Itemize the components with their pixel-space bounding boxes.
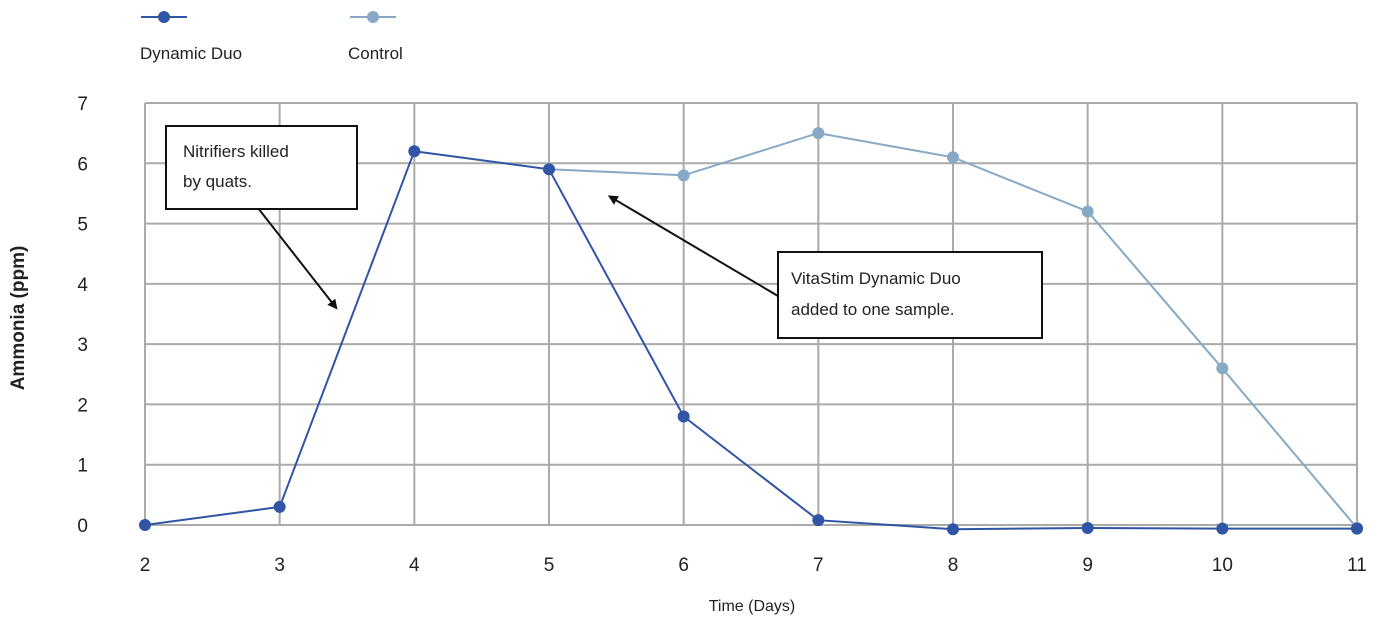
y-tick-label: 1 xyxy=(77,456,88,477)
legend-swatch-marker xyxy=(367,11,379,23)
annotation-box xyxy=(165,125,358,210)
legend-item: Control xyxy=(348,11,403,63)
x-tick-label: 9 xyxy=(1082,555,1093,576)
data-point xyxy=(543,163,555,176)
legend-label: Control xyxy=(348,44,403,63)
annotations: Nitrifiers killed by quats. VitaStim Dynam… xyxy=(165,125,1043,339)
x-tick-label: 4 xyxy=(409,555,420,576)
data-point xyxy=(139,519,151,531)
x-tick-label: 3 xyxy=(274,555,285,576)
annotation-box xyxy=(777,251,1043,339)
y-tick-label: 2 xyxy=(77,395,88,416)
series-dynamic-duo xyxy=(139,145,1363,536)
annotation-text: VitaStim Dynamic Duo xyxy=(791,269,961,288)
legend-swatch-marker xyxy=(158,11,170,23)
annotation: Nitrifiers killed by quats. xyxy=(165,125,358,310)
data-point xyxy=(1081,522,1094,535)
data-point xyxy=(273,500,286,513)
data-point xyxy=(1216,362,1229,375)
x-axis-label: Time (Days) xyxy=(709,598,796,615)
annotation-text: Nitrifiers killed xyxy=(183,142,289,161)
y-axis-label: Ammonia (ppm) xyxy=(8,246,29,391)
data-point xyxy=(947,523,959,536)
annotation-text: by quats. xyxy=(183,172,252,191)
x-tick-label: 2 xyxy=(140,555,151,576)
y-tick-label: 5 xyxy=(77,215,88,236)
x-tick-label: 11 xyxy=(1347,555,1367,576)
annotation-arrow xyxy=(607,195,779,297)
data-point xyxy=(947,151,959,164)
legend-item: Dynamic Duo xyxy=(140,11,242,63)
data-point xyxy=(1081,205,1094,218)
annotation-text: added to one sample. xyxy=(791,300,955,319)
data-point xyxy=(812,127,825,140)
annotation: VitaStim Dynamic Duo added to one sample. xyxy=(607,195,1043,339)
series-line xyxy=(144,150,1357,531)
y-tick-label: 3 xyxy=(77,335,88,356)
legend-label: Dynamic Duo xyxy=(140,44,242,63)
x-tick-label: 10 xyxy=(1212,555,1233,576)
y-tick-label: 0 xyxy=(77,516,88,537)
data-point xyxy=(408,145,421,158)
x-tick-label: 7 xyxy=(813,555,824,576)
y-tick-label: 7 xyxy=(77,94,88,115)
chart-series xyxy=(139,127,1363,536)
x-tick-label: 6 xyxy=(678,555,689,576)
y-tick-label: 4 xyxy=(77,275,88,296)
x-tick-label: 5 xyxy=(544,555,555,576)
legend: Dynamic Duo Control xyxy=(140,11,403,63)
x-tick-label: 8 xyxy=(948,555,959,576)
data-point xyxy=(1216,522,1229,535)
data-point xyxy=(677,169,690,182)
tick-labels: 2 3 4 5 6 7 8 9 10 11 0 1 2 3 4 5 6 7 xyxy=(77,94,1366,576)
chart-grid xyxy=(144,102,1358,526)
data-point xyxy=(1351,522,1363,535)
y-tick-label: 6 xyxy=(77,154,88,175)
data-point xyxy=(812,514,825,527)
annotation-arrow xyxy=(257,207,338,310)
data-point xyxy=(677,410,690,423)
